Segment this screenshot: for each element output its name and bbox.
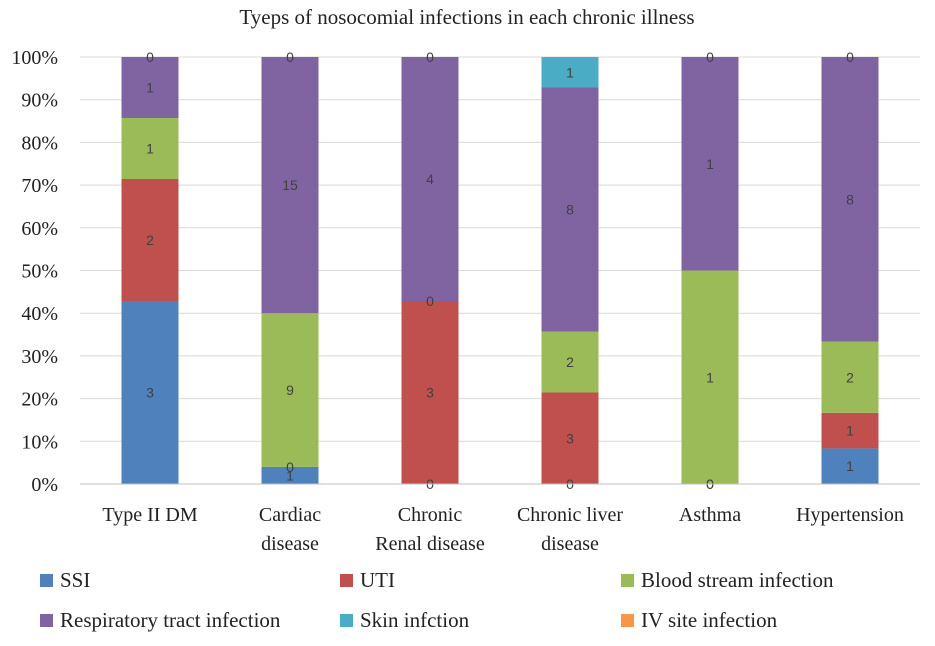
x-category-label: Cardiac (259, 504, 321, 526)
data-label: 1 (566, 64, 574, 80)
data-label: 9 (286, 382, 294, 398)
data-label: 0 (706, 49, 714, 65)
data-label: 1 (146, 80, 154, 96)
legend-label: UTI (360, 568, 395, 592)
data-label: 1 (146, 141, 154, 157)
y-tick-label: 80% (21, 132, 58, 154)
data-label: 15 (282, 177, 298, 193)
y-tick-label: 30% (21, 346, 58, 368)
bar-segment (541, 57, 599, 88)
bar-segment (261, 313, 319, 467)
data-label: 8 (566, 202, 574, 218)
y-tick-label: 90% (21, 90, 58, 112)
x-category-label: Chronic (398, 504, 463, 526)
bar-segment (401, 57, 459, 301)
bar-segment (261, 466, 319, 484)
x-category-label: Chronic liver (517, 504, 623, 526)
legend-label: SSI (60, 568, 90, 592)
data-label: 3 (566, 430, 574, 446)
data-label: 2 (146, 232, 154, 248)
bar-segment (681, 270, 739, 484)
bar-segment (121, 179, 179, 301)
bar-segment (821, 448, 879, 484)
data-label: 4 (426, 171, 434, 187)
legend-label: Skin infction (360, 608, 470, 632)
data-label: 1 (846, 458, 854, 474)
bar-segment (401, 301, 459, 484)
data-label: 0 (426, 49, 434, 65)
y-tick-label: 100% (11, 47, 58, 69)
chart-title: Tyeps of nosocomial infections in each c… (239, 5, 694, 29)
data-label: 0 (146, 49, 154, 65)
y-tick-label: 60% (21, 218, 58, 240)
x-category-label: Hypertension (796, 504, 904, 526)
y-tick-label: 70% (21, 175, 58, 197)
data-label: 0 (286, 459, 294, 475)
bar-segment (261, 57, 319, 314)
data-label: 0 (426, 293, 434, 309)
y-tick-label: 0% (31, 474, 58, 496)
bar-segment (541, 392, 599, 484)
bar-segment (821, 57, 879, 342)
data-label: 0 (286, 49, 294, 65)
bars (121, 57, 879, 484)
y-tick-label: 20% (21, 389, 58, 411)
data-label: 3 (426, 385, 434, 401)
gridlines (80, 56, 920, 442)
legend-swatch (621, 614, 634, 627)
bar-segment (121, 118, 179, 179)
legend-label: IV site infection (641, 608, 778, 632)
x-category-label: disease (541, 533, 599, 555)
legend: SSI UTI Blood stream infection Respiratory … (40, 568, 834, 632)
data-label: 1 (706, 156, 714, 172)
bar-segment (821, 341, 879, 413)
x-axis-category-labels: Type II DM Cardiac disease Chronic Renal dis… (102, 504, 904, 555)
x-category-label: disease (261, 533, 319, 555)
bar-segment (541, 331, 599, 393)
bar-segment (541, 87, 599, 332)
data-label: 1 (846, 423, 854, 439)
data-label: 0 (846, 49, 854, 65)
data-label: 1 (286, 467, 294, 483)
data-label: 1 (706, 369, 714, 385)
legend-label: Blood stream infection (641, 568, 834, 592)
data-label: 8 (846, 191, 854, 207)
legend-swatch (340, 574, 353, 587)
x-category-label: Renal disease (375, 533, 485, 555)
bar-segment (681, 57, 739, 271)
y-tick-label: 40% (21, 303, 58, 325)
bar-segment (121, 301, 179, 484)
legend-swatch (621, 574, 634, 587)
legend-swatch (40, 574, 53, 587)
legend-label: Respiratory tract infection (60, 608, 281, 632)
y-axis-tick-labels: 0% 10% 20% 30% 40% 50% 60% 70% 80% 90% 100% (11, 47, 58, 496)
y-tick-label: 50% (21, 261, 58, 283)
data-label: 2 (566, 354, 574, 370)
x-category-label: Asthma (679, 504, 741, 526)
bar-segment (821, 412, 879, 449)
data-label: 3 (146, 385, 154, 401)
bar-segment (121, 57, 179, 118)
y-tick-label: 10% (21, 431, 58, 453)
data-label: 2 (846, 369, 854, 385)
legend-swatch (340, 614, 353, 627)
x-category-label: Type II DM (102, 504, 197, 526)
legend-swatch (40, 614, 53, 627)
